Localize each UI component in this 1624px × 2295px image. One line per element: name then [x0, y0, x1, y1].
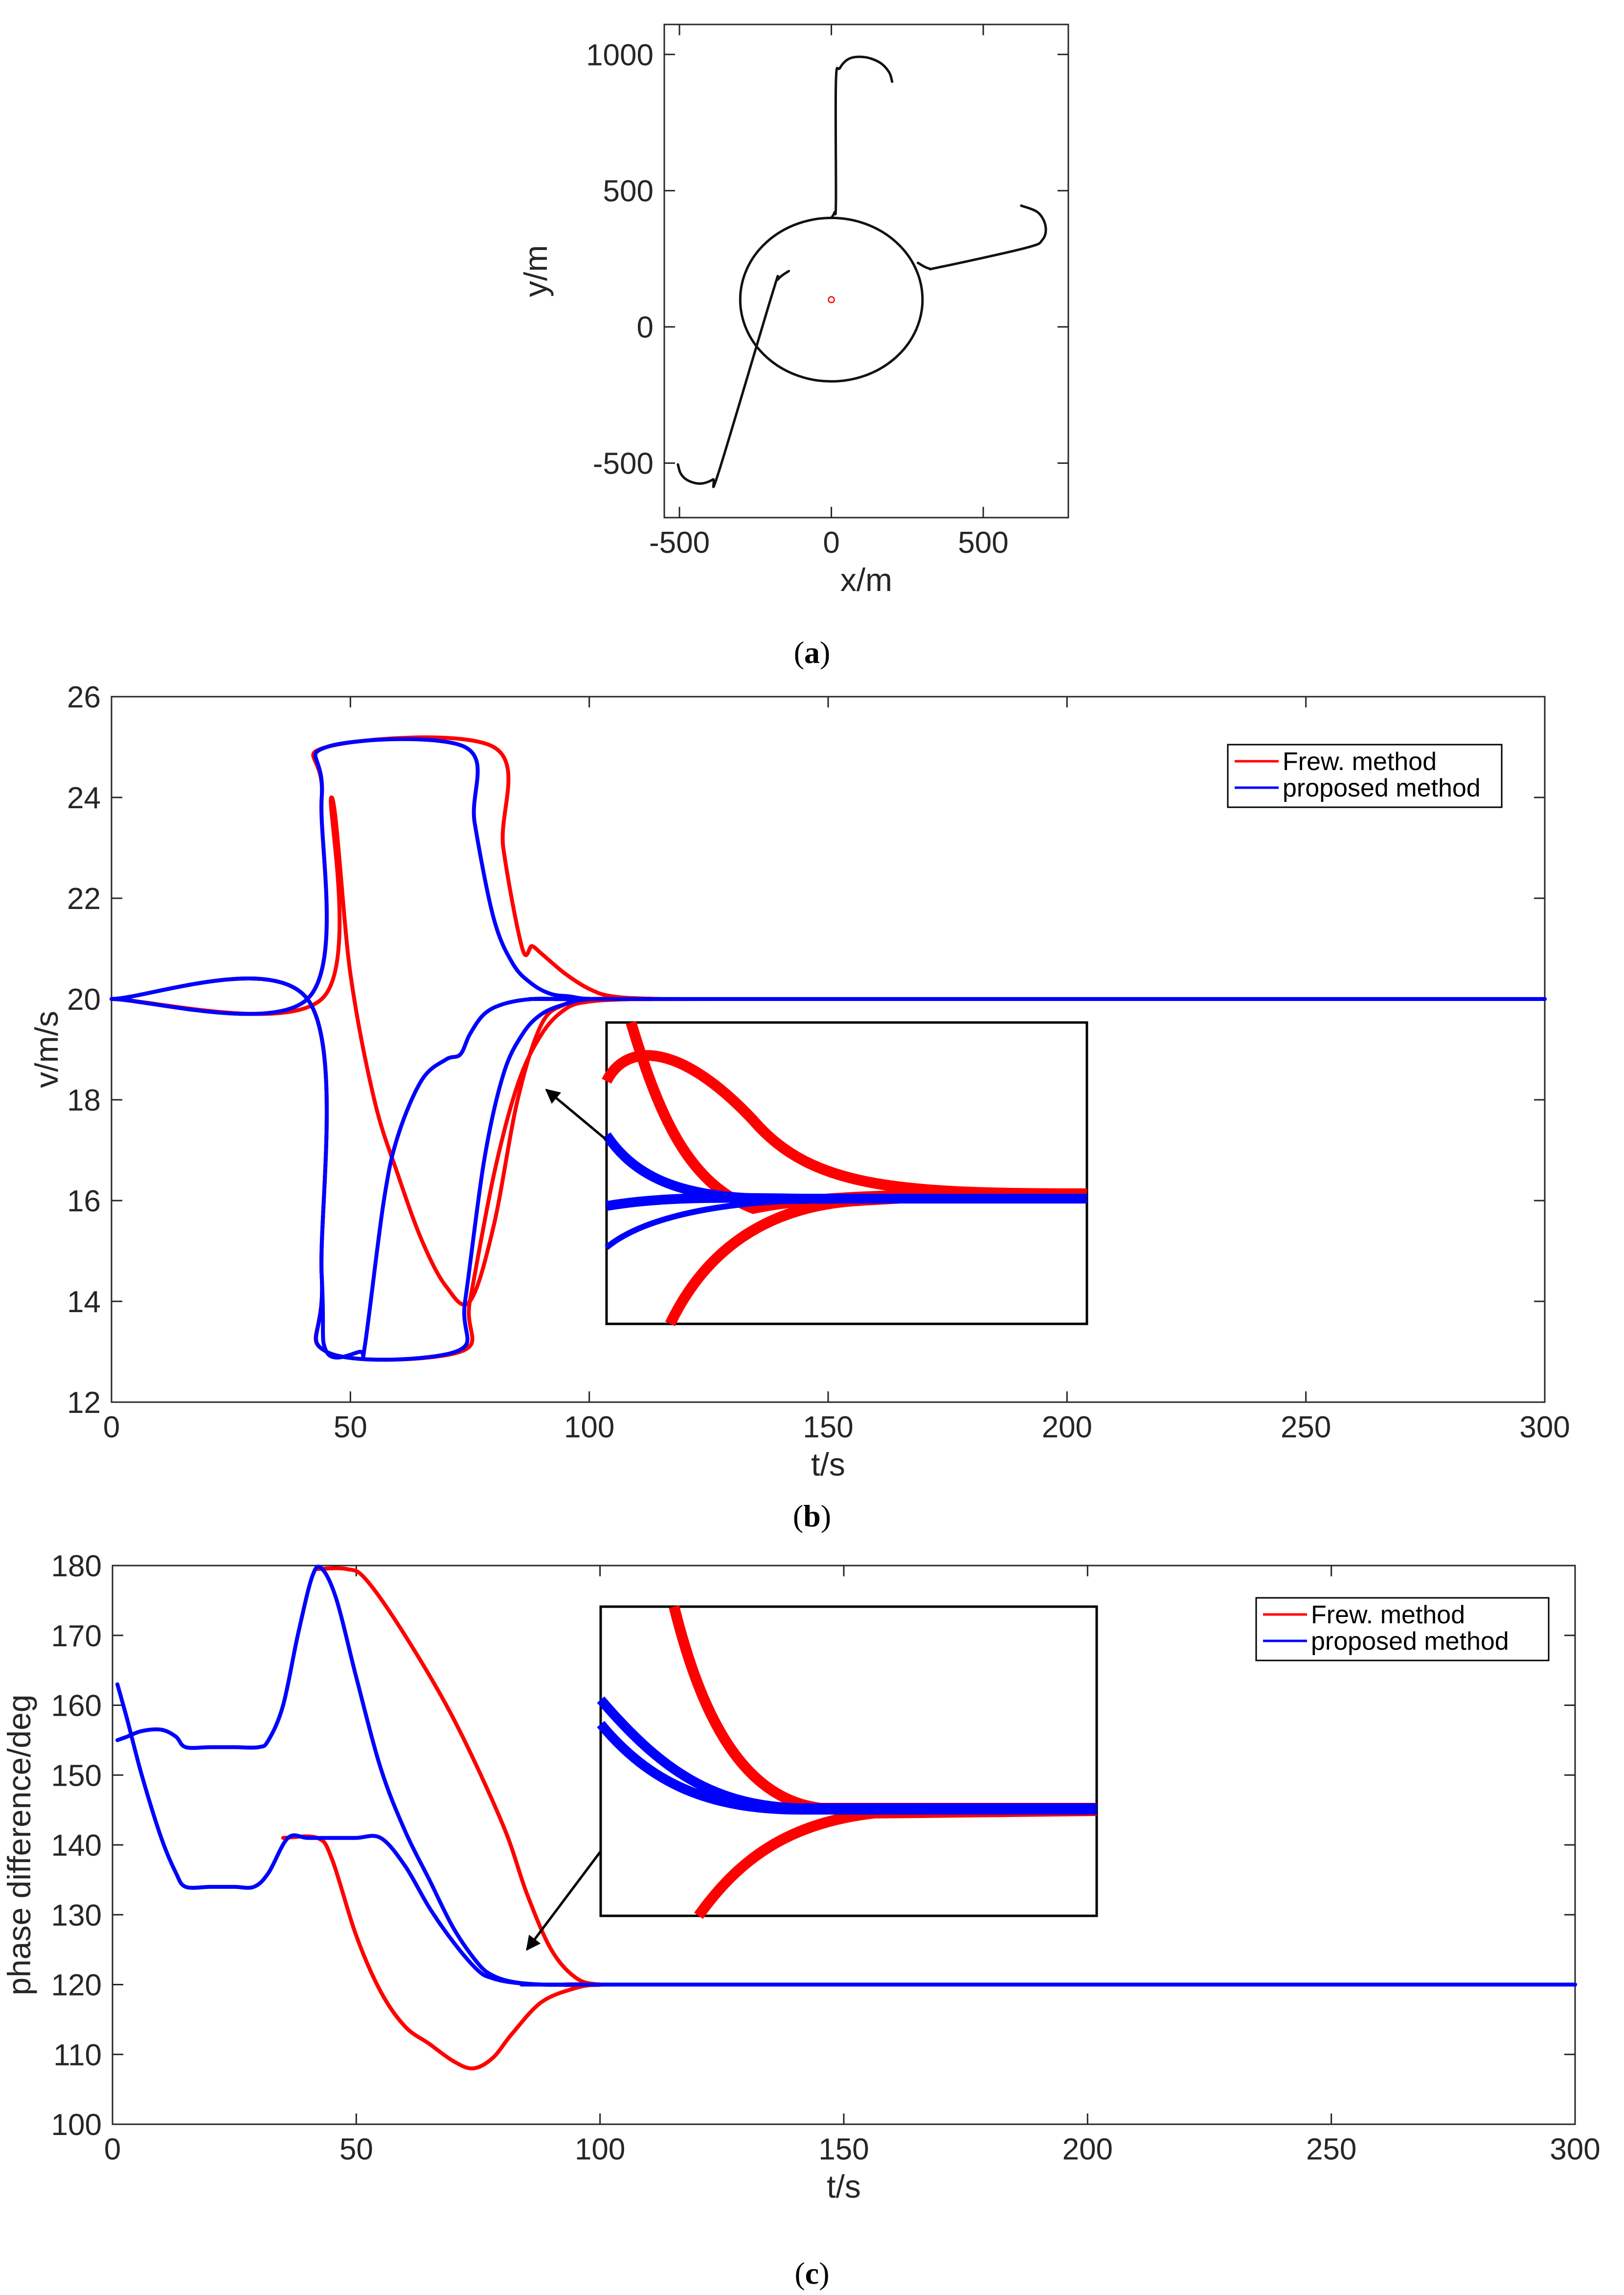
x-tick-label: 150 — [803, 1410, 853, 1444]
legend-label: Frew. method — [1311, 1601, 1465, 1629]
y-tick-label: 22 — [67, 882, 101, 916]
series-line-proposed-3 — [115, 1682, 1577, 1987]
x-tick-label: 200 — [1062, 2133, 1113, 2166]
trajectory-branch-southwest — [677, 270, 790, 488]
y-tick-label: 150 — [51, 1759, 102, 1793]
y-axis-label: v/m/s — [28, 1011, 65, 1088]
inset-arrow — [545, 1089, 608, 1141]
series-line-proposed-5 — [110, 977, 1547, 1362]
y-tick-label: 110 — [53, 2038, 102, 2072]
y-tick-label: 0 — [637, 311, 654, 344]
legend-label: Frew. method — [1283, 748, 1437, 776]
x-axis-label: t/s — [811, 1446, 845, 1482]
x-tick-label: 250 — [1281, 1410, 1331, 1444]
y-tick-label: 14 — [67, 1285, 101, 1319]
trajectory-circle — [739, 216, 924, 383]
panel-b-velocity: 0 50 100 150 200 250 300 12 14 16 18 20 22 24 26 t/s v/m… — [28, 681, 1570, 1482]
y-tick-label: 120 — [51, 1969, 102, 2002]
axes-box — [663, 23, 1069, 519]
y-tick-label: 26 — [67, 681, 101, 714]
inset-blue-curve-2 — [597, 1721, 1097, 1815]
x-tick-label: 50 — [339, 2133, 373, 2166]
x-tick-label: 500 — [958, 526, 1008, 560]
x-tick-label: 150 — [818, 2133, 869, 2166]
y-tick-label: 180 — [51, 1549, 102, 1583]
panel-b-caption: (b) — [793, 1499, 831, 1533]
x-axis-label: t/s — [827, 2168, 861, 2204]
x-tick-label: 250 — [1306, 2133, 1356, 2166]
legend-box — [1255, 1597, 1550, 1661]
y-tick-label: 18 — [67, 1084, 101, 1117]
legend-label: proposed method — [1311, 1627, 1509, 1656]
y-axis-label: y/m — [518, 245, 554, 297]
x-axis-label: x/m — [840, 562, 892, 598]
y-tick-label: -500 — [593, 447, 654, 481]
y-tick-label: 20 — [67, 983, 101, 1017]
panel-a-trajectory: -500 0 500 -500 0 500 1000 x/m y/m — [518, 23, 1069, 598]
panel-c-caption: (c) — [794, 2256, 829, 2291]
inset-arrow — [526, 1850, 602, 1951]
x-tick-label: 200 — [1042, 1410, 1092, 1444]
panel-a-caption: (a) — [794, 635, 831, 670]
x-tick-label: 100 — [575, 2133, 625, 2166]
trajectory-branch-east — [917, 204, 1047, 271]
panel-c-phase-difference: 0 50 100 150 200 250 300 100 110 120 130 140 150 160 1… — [1, 1549, 1601, 2204]
y-tick-label: 160 — [51, 1689, 102, 1723]
x-tick-label: 300 — [1550, 2133, 1600, 2166]
inset-curves — [602, 1021, 1087, 1326]
inset-curves — [597, 1605, 1097, 1919]
inset-blue-curve-3 — [605, 1196, 1087, 1250]
trajectory-branch-north — [830, 55, 894, 219]
y-tick-label: 24 — [67, 781, 101, 815]
y-tick-label: 500 — [603, 175, 654, 208]
y-axis-label: phase difference/deg — [1, 1694, 37, 1995]
x-tick-label: 50 — [334, 1410, 367, 1444]
y-tick-label: 140 — [51, 1829, 102, 1863]
x-tick-label: 0 — [823, 526, 839, 560]
center-marker — [828, 296, 835, 303]
x-tick-label: 0 — [103, 1410, 120, 1444]
y-tick-label: 12 — [67, 1386, 101, 1420]
inset-box — [599, 1605, 1098, 1917]
x-tick-label: 100 — [564, 1410, 614, 1444]
x-tick-label: 300 — [1519, 1410, 1570, 1444]
inset-red-curve-1 — [669, 1605, 1097, 1814]
legend-label: proposed method — [1283, 774, 1481, 802]
y-tick-label: 16 — [67, 1184, 101, 1218]
x-tick-label: -500 — [649, 526, 710, 560]
y-tick-label: 1000 — [586, 38, 654, 72]
y-tick-label: 100 — [51, 2108, 102, 2142]
y-tick-label: 130 — [51, 1899, 102, 1932]
legend-box — [1227, 744, 1503, 808]
x-tick-label: 0 — [104, 2133, 121, 2166]
inset-red-curve-2 — [694, 1805, 1097, 1919]
y-tick-label: 170 — [51, 1619, 102, 1653]
